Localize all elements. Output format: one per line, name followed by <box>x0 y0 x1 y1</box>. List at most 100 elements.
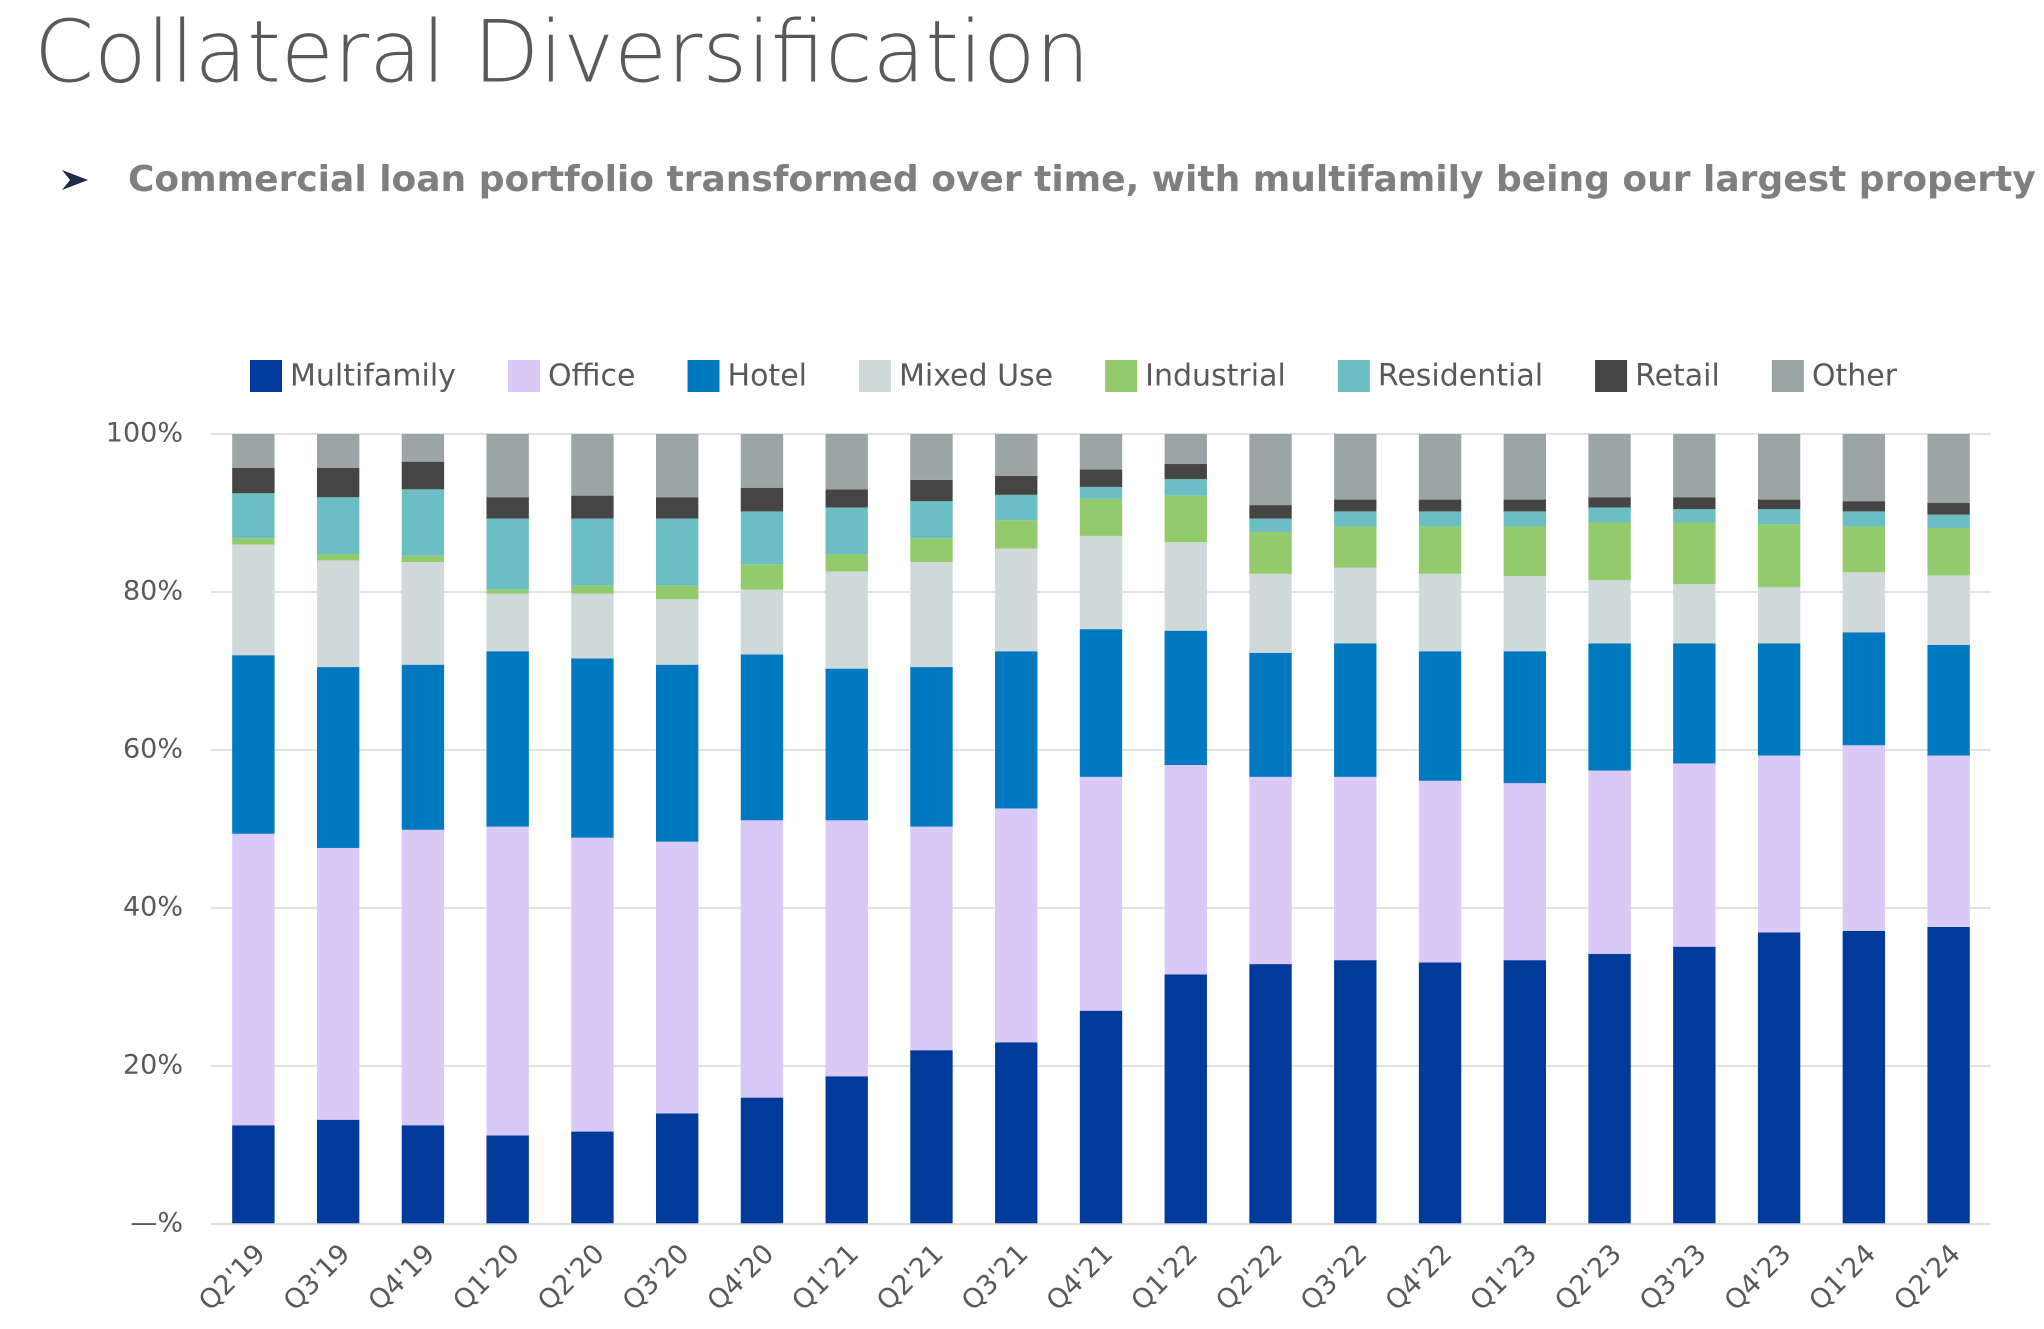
bar-segment <box>1503 434 1546 500</box>
legend-label: Residential <box>1378 359 1543 394</box>
bar-segment <box>910 561 953 668</box>
bar-segment <box>232 544 275 656</box>
bar-segment <box>1334 776 1377 961</box>
bar-segment <box>1334 567 1377 644</box>
bar-segment <box>232 1125 275 1224</box>
bar-segment <box>1842 572 1886 633</box>
bar-segment <box>571 518 614 586</box>
bar-segment <box>1334 511 1377 527</box>
legend-swatch <box>250 360 282 392</box>
bar-segment <box>486 651 529 827</box>
bar-segment <box>656 585 699 600</box>
bar-segment <box>1503 511 1546 527</box>
bar-segment <box>1673 509 1716 523</box>
bar-segment <box>656 599 699 665</box>
bar-segment <box>1334 434 1377 500</box>
bar-segment <box>401 555 445 562</box>
bar-segment <box>740 511 784 565</box>
x-tick-label: Q2'20 <box>532 1238 611 1317</box>
x-tick-label: Q4'20 <box>702 1238 781 1317</box>
bar-segment <box>1334 960 1377 1224</box>
bar-segment <box>1927 755 1970 927</box>
bar-segment <box>1842 511 1886 527</box>
bar-segment <box>571 585 614 594</box>
bar-segment <box>910 667 953 827</box>
bar-segment <box>910 826 953 1051</box>
x-tick-label: Q1'24 <box>1803 1238 1882 1317</box>
bar-segment <box>316 434 360 468</box>
bar-segment <box>1673 763 1716 947</box>
bullet-arrow <box>62 170 88 190</box>
bar-segment <box>316 1119 360 1224</box>
legend-swatch <box>1595 360 1628 392</box>
bar-segment <box>1249 518 1292 532</box>
bar-segment <box>401 489 445 556</box>
bar-segment <box>1164 495 1207 543</box>
bar-segment <box>1079 1010 1123 1224</box>
bar-segment <box>1757 932 1801 1224</box>
bar-segment <box>1503 960 1546 1224</box>
bar-segment <box>1164 479 1207 496</box>
bar-segment <box>910 538 953 562</box>
bar-segment <box>1164 542 1207 631</box>
bar-segment <box>995 434 1038 476</box>
bar-segment <box>1588 497 1631 508</box>
bar-segment <box>401 561 445 665</box>
bar-segment <box>316 667 360 848</box>
bar-segment <box>1842 526 1886 573</box>
legend-swatch <box>1105 360 1138 392</box>
bar-segment <box>401 829 445 1126</box>
bar-segment <box>1588 770 1631 954</box>
bar-segment <box>656 1113 699 1224</box>
bar-segment <box>995 808 1038 1043</box>
bar-segment <box>1079 498 1123 536</box>
bar-segment <box>1164 630 1207 766</box>
x-tick-label: Q3'20 <box>617 1238 696 1317</box>
bar-segment <box>1673 946 1716 1224</box>
bar-segment <box>401 1125 445 1224</box>
bar-segment <box>740 564 784 590</box>
bar-segment <box>1757 587 1801 644</box>
x-tick-label: Q4'19 <box>363 1238 442 1317</box>
bar-segment <box>1757 434 1801 500</box>
x-tick-label: Q3'23 <box>1634 1238 1713 1317</box>
bar-segment <box>1757 643 1801 756</box>
bar-segment <box>740 589 784 655</box>
x-tick-label: Q2'22 <box>1210 1238 1289 1317</box>
bar-segment <box>1673 643 1716 764</box>
bar-segment <box>401 434 445 462</box>
x-tick-label: Q4'21 <box>1041 1238 1120 1317</box>
bar-segment <box>1842 930 1886 1224</box>
bar-segment <box>1673 497 1716 510</box>
bar-segment <box>1927 575 1970 645</box>
bar-segment <box>1673 434 1716 498</box>
bar-segment <box>486 593 529 652</box>
bar-segment <box>316 497 360 555</box>
bar-segment <box>1588 507 1631 523</box>
bar-segment <box>1418 434 1462 500</box>
bar-segment <box>1334 499 1377 512</box>
bar-segment <box>1757 509 1801 525</box>
legend-label: Office <box>548 359 636 394</box>
legend-swatch <box>507 360 540 392</box>
bar-segment <box>910 434 953 480</box>
x-tick-label: Q1'23 <box>1464 1238 1543 1317</box>
legend-label: Hotel <box>728 359 807 394</box>
y-tick-label: 80% <box>123 576 183 607</box>
bar-segment <box>232 538 275 545</box>
bar-segment <box>656 434 699 498</box>
y-tick-label: —% <box>130 1208 183 1239</box>
bar-segment <box>656 841 699 1114</box>
x-tick-label: Q1'21 <box>786 1238 865 1317</box>
x-tick-label: Q4'22 <box>1380 1238 1459 1317</box>
x-tick-label: Q2'19 <box>193 1238 272 1317</box>
x-tick-label: Q2'24 <box>1888 1238 1967 1317</box>
bar-segment <box>1927 514 1970 529</box>
bar-segment <box>1418 651 1462 781</box>
bar-segment <box>995 1042 1038 1224</box>
bar-segment <box>1249 964 1292 1224</box>
bar-segment <box>1418 526 1462 574</box>
bar-segment <box>825 434 868 490</box>
bar-segment <box>571 495 614 519</box>
